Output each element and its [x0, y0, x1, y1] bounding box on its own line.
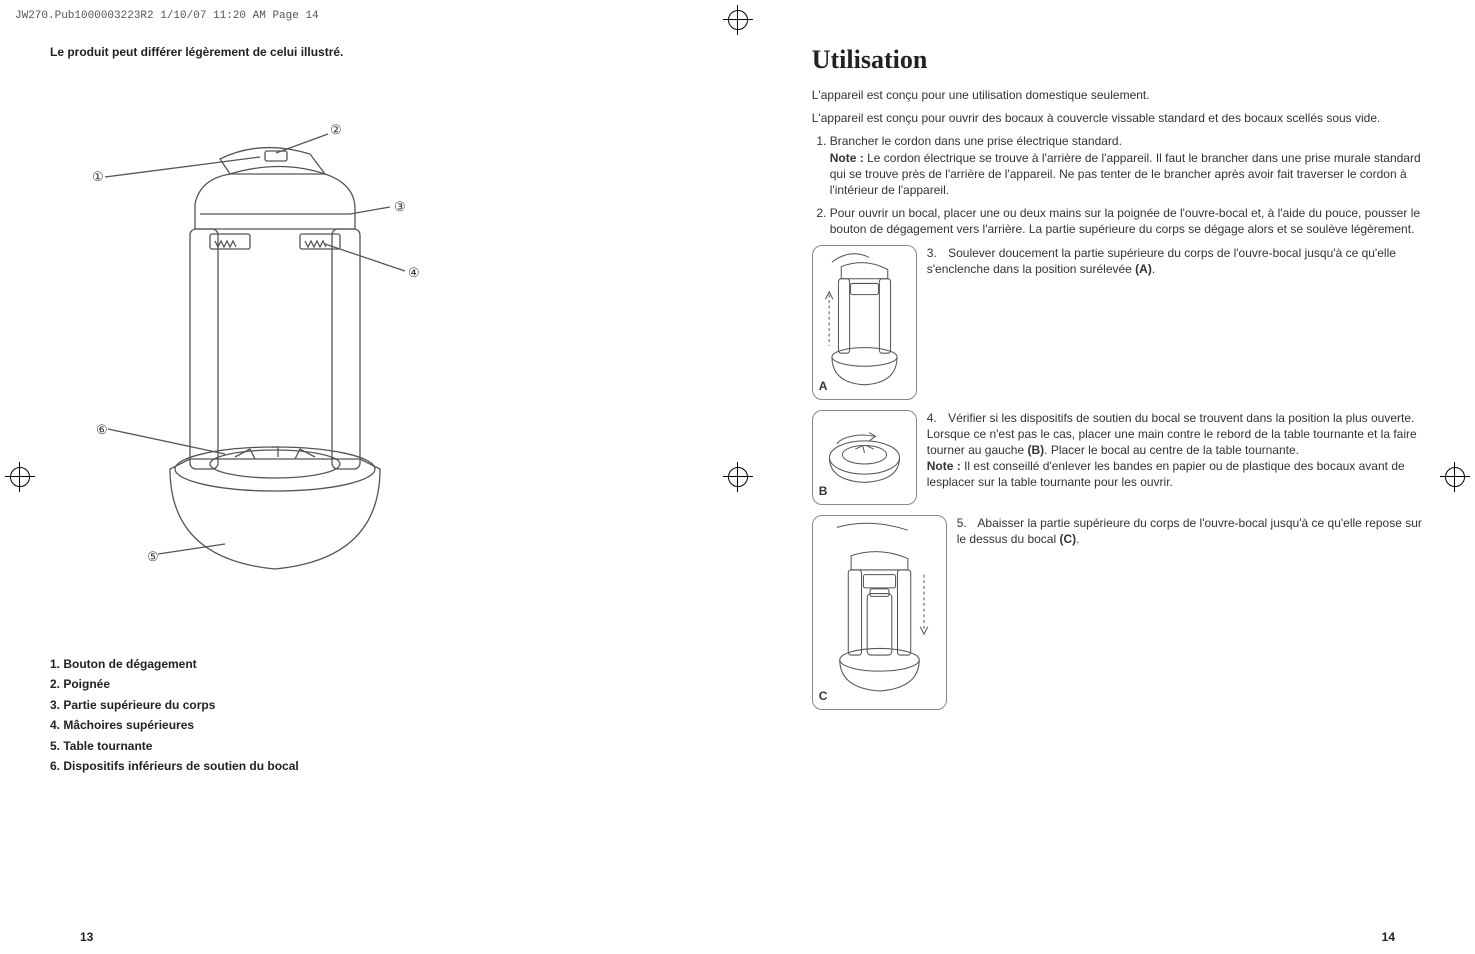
parts-list: 1. Bouton de dégagement 2. Poignée 3. Pa…: [50, 654, 663, 776]
part-3: 3. Partie supérieure du corps: [50, 695, 663, 715]
step-1: Brancher le cordon dans une prise électr…: [830, 133, 1425, 198]
illustration-a: A: [812, 245, 917, 400]
illus-label-c: C: [819, 688, 828, 704]
callout-1: ①: [92, 169, 104, 184]
page-number-left: 13: [80, 930, 93, 944]
part-1: 1. Bouton de dégagement: [50, 654, 663, 674]
product-note: Le produit peut différer légèrement de c…: [50, 45, 663, 59]
intro-1: L'appareil est conçu pour une utilisatio…: [812, 87, 1425, 103]
step-5-row: C 5. Abaisser la partie supérieure du co…: [812, 515, 1425, 710]
step-3-text: 3. Soulever doucement la partie supérieu…: [927, 245, 1425, 277]
part-6: 6. Dispositifs inférieurs de soutien du …: [50, 756, 663, 776]
illus-label-a: A: [819, 378, 828, 394]
callout-2: ②: [330, 122, 342, 137]
body-text: L'appareil est conçu pour une utilisatio…: [812, 87, 1425, 710]
step-3-row: A 3. Soulever doucement la partie supéri…: [812, 245, 1425, 400]
part-4: 4. Mâchoires supérieures: [50, 715, 663, 735]
main-diagram: ① ② ③ ④ ⑥ ⑤: [50, 99, 470, 604]
page-number-right: 14: [1382, 930, 1395, 944]
callout-5: ⑤: [147, 549, 159, 564]
part-2: 2. Poignée: [50, 674, 663, 694]
part-5: 5. Table tournante: [50, 736, 663, 756]
illus-label-b: B: [819, 483, 828, 499]
illustration-b: B: [812, 410, 917, 505]
crop-mark-center: [723, 462, 753, 492]
crop-mark-top: [723, 5, 753, 35]
right-page: Utilisation L'appareil est conçu pour un…: [772, 0, 1465, 740]
illustration-c: C: [812, 515, 947, 710]
intro-2: L'appareil est conçu pour ouvrir des boc…: [812, 110, 1425, 126]
section-title: Utilisation: [812, 45, 1425, 75]
callout-3: ③: [394, 199, 406, 214]
step-4-text: 4. Vérifier si les dispositifs de soutie…: [927, 410, 1425, 491]
callout-6: ⑥: [96, 422, 108, 437]
step-5-text: 5. Abaisser la partie supérieure du corp…: [957, 515, 1425, 547]
step-4-row: B 4. Vérifier si les dispositifs de sout…: [812, 410, 1425, 505]
callout-4: ④: [408, 265, 420, 280]
step-2: Pour ouvrir un bocal, placer une ou deux…: [830, 205, 1425, 237]
left-page: Le produit peut différer légèrement de c…: [10, 0, 703, 796]
